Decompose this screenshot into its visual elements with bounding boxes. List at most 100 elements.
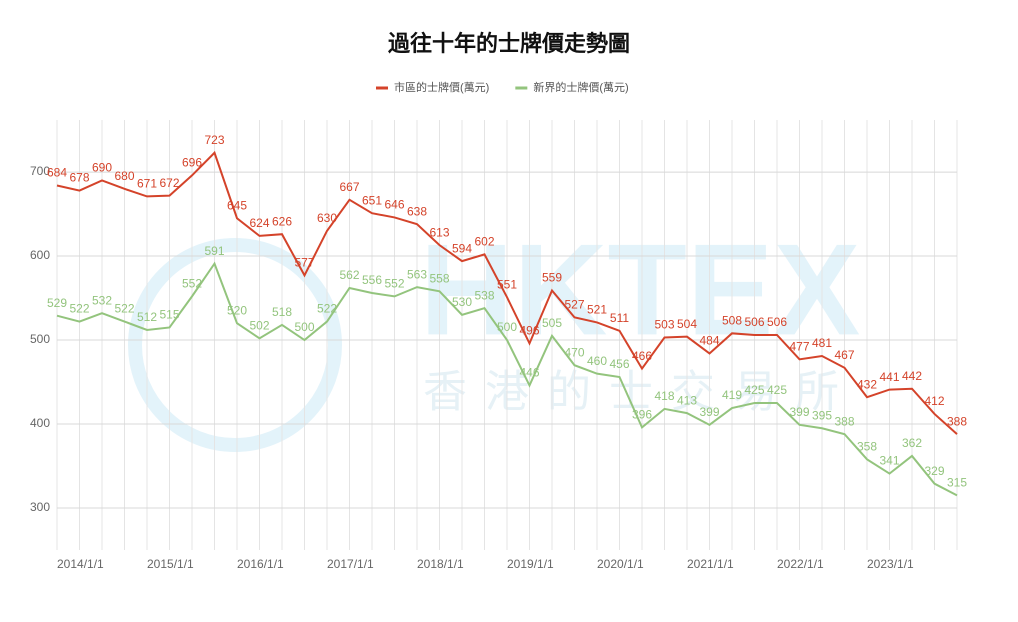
data-label: 470 bbox=[564, 345, 584, 359]
legend-label: 市區的士牌價(萬元) bbox=[394, 80, 489, 94]
x-tick-label: 2017/1/1 bbox=[327, 557, 374, 571]
series-line bbox=[56, 261, 958, 497]
data-label: 502 bbox=[249, 319, 269, 333]
data-label: 425 bbox=[744, 383, 764, 397]
y-tick-label: 400 bbox=[30, 416, 50, 430]
series-line bbox=[56, 150, 958, 435]
data-label: 591 bbox=[204, 244, 224, 258]
x-tick-label: 2023/1/1 bbox=[867, 557, 914, 571]
data-label: 594 bbox=[452, 241, 472, 255]
data-label: 396 bbox=[632, 408, 652, 422]
data-label: 551 bbox=[497, 277, 517, 291]
data-label: 518 bbox=[272, 305, 292, 319]
data-label: 552 bbox=[182, 277, 202, 291]
data-label: 442 bbox=[902, 369, 922, 383]
data-label: 690 bbox=[92, 161, 112, 175]
data-label: 613 bbox=[429, 225, 449, 239]
data-label: 602 bbox=[474, 235, 494, 249]
data-label: 505 bbox=[542, 316, 562, 330]
data-label: 678 bbox=[69, 171, 89, 185]
watermark-sub: 香港的士交易所 bbox=[423, 368, 857, 417]
data-label: 399 bbox=[699, 405, 719, 419]
y-tick-label: 500 bbox=[30, 332, 50, 346]
data-label: 684 bbox=[47, 166, 67, 180]
chart-title: 過往十年的士牌價走勢圖 bbox=[388, 31, 630, 56]
data-label: 520 bbox=[227, 303, 247, 317]
data-label: 558 bbox=[429, 272, 449, 286]
data-label: 503 bbox=[654, 318, 674, 332]
data-label: 529 bbox=[47, 296, 67, 310]
data-label: 413 bbox=[677, 393, 697, 407]
x-tick-label: 2018/1/1 bbox=[417, 557, 464, 571]
data-label: 456 bbox=[609, 357, 629, 371]
data-label: 556 bbox=[362, 273, 382, 287]
data-label: 446 bbox=[519, 366, 539, 380]
data-label: 441 bbox=[879, 370, 899, 384]
data-label: 552 bbox=[384, 277, 404, 291]
data-label: 500 bbox=[497, 320, 517, 334]
data-label: 577 bbox=[294, 256, 314, 270]
data-label: 563 bbox=[407, 267, 427, 281]
data-label: 484 bbox=[699, 334, 719, 348]
data-label: 388 bbox=[947, 414, 967, 428]
data-label: 522 bbox=[69, 302, 89, 316]
data-label: 522 bbox=[114, 302, 134, 316]
data-label: 512 bbox=[137, 310, 157, 324]
data-label: 399 bbox=[789, 405, 809, 419]
x-tick-label: 2014/1/1 bbox=[57, 557, 104, 571]
data-label: 467 bbox=[834, 348, 854, 362]
data-label: 646 bbox=[384, 198, 404, 212]
data-label: 477 bbox=[789, 340, 809, 354]
data-label: 418 bbox=[654, 389, 674, 403]
data-label: 341 bbox=[879, 454, 899, 468]
x-tick-label: 2022/1/1 bbox=[777, 557, 824, 571]
data-label: 362 bbox=[902, 436, 922, 450]
data-label: 515 bbox=[159, 308, 179, 322]
x-tick-label: 2016/1/1 bbox=[237, 557, 284, 571]
data-label: 425 bbox=[767, 383, 787, 397]
data-label: 527 bbox=[564, 298, 584, 312]
data-label: 562 bbox=[339, 268, 359, 282]
data-label: 506 bbox=[744, 315, 764, 329]
data-label: 680 bbox=[114, 169, 134, 183]
data-label: 630 bbox=[317, 211, 337, 225]
data-label: 559 bbox=[542, 271, 562, 285]
data-label: 504 bbox=[677, 317, 697, 331]
data-label: 645 bbox=[227, 198, 247, 212]
data-label: 532 bbox=[92, 293, 112, 307]
data-label: 638 bbox=[407, 204, 427, 218]
data-label: 315 bbox=[947, 476, 967, 490]
data-label: 522 bbox=[317, 302, 337, 316]
data-label: 671 bbox=[137, 177, 157, 191]
data-label: 395 bbox=[812, 408, 832, 422]
data-label: 723 bbox=[204, 133, 224, 147]
data-label: 508 bbox=[722, 313, 742, 327]
data-label: 358 bbox=[857, 439, 877, 453]
data-label: 696 bbox=[182, 156, 202, 170]
data-label: 530 bbox=[452, 295, 472, 309]
data-label: 500 bbox=[294, 320, 314, 334]
data-label: 538 bbox=[474, 288, 494, 302]
data-label: 481 bbox=[812, 336, 832, 350]
data-label: 626 bbox=[272, 214, 292, 228]
data-label: 521 bbox=[587, 303, 607, 317]
y-tick-label: 300 bbox=[30, 500, 50, 514]
data-label: 460 bbox=[587, 354, 607, 368]
x-tick-label: 2020/1/1 bbox=[597, 557, 644, 571]
data-label: 388 bbox=[834, 414, 854, 428]
legend-label: 新界的士牌價(萬元) bbox=[533, 80, 628, 94]
data-label: 432 bbox=[857, 377, 877, 391]
data-label: 496 bbox=[519, 324, 539, 338]
data-label: 624 bbox=[249, 216, 269, 230]
watermark: HKTEX bbox=[420, 216, 861, 362]
x-tick-label: 2021/1/1 bbox=[687, 557, 734, 571]
data-label: 511 bbox=[610, 311, 629, 325]
data-label: 412 bbox=[924, 394, 944, 408]
watermark-logo bbox=[128, 238, 342, 452]
data-label: 506 bbox=[767, 315, 787, 329]
x-tick-label: 2019/1/1 bbox=[507, 557, 554, 571]
data-label: 419 bbox=[722, 388, 742, 402]
data-label: 672 bbox=[159, 176, 179, 190]
data-label: 651 bbox=[362, 193, 382, 207]
